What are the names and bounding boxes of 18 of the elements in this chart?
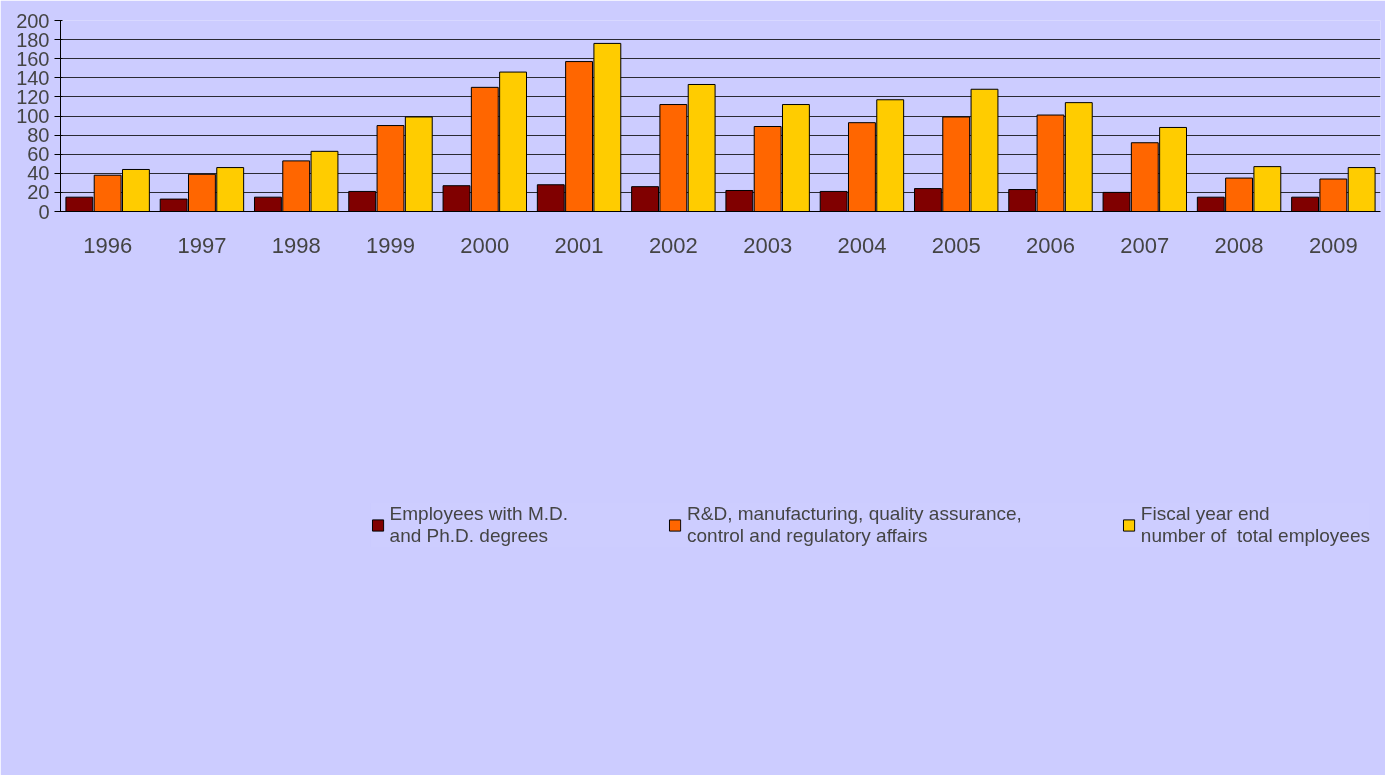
x-tick-label: 2003 [743, 232, 793, 258]
x-tick-label: 1997 [177, 232, 227, 258]
x-tick-label: 2002 [648, 232, 698, 258]
x-tick-label: 2000 [460, 232, 510, 258]
x-tick-label: 2005 [931, 232, 981, 258]
legend-label: Fiscal year end number of total employees [1140, 503, 1370, 547]
legend-label: Employees with M.D. and Ph.D. degrees [389, 503, 569, 547]
x-tick-label: 2001 [554, 232, 604, 258]
y-tick-label: 100 [16, 105, 50, 127]
x-tick-label: 2009 [1308, 232, 1358, 258]
x-tick-label: 2006 [1026, 232, 1075, 258]
x-tick-label: 1999 [366, 232, 415, 258]
legend-label: R&D, manufacturing, quality assurance, control and regulatory affairs [687, 503, 1022, 547]
x-tick-label: 2008 [1214, 232, 1264, 258]
x-tick-label: 1998 [271, 232, 321, 258]
x-tick-label: 2007 [1120, 232, 1170, 258]
x-tick-label: 2004 [837, 232, 887, 258]
x-tick-label: 1996 [83, 232, 133, 258]
